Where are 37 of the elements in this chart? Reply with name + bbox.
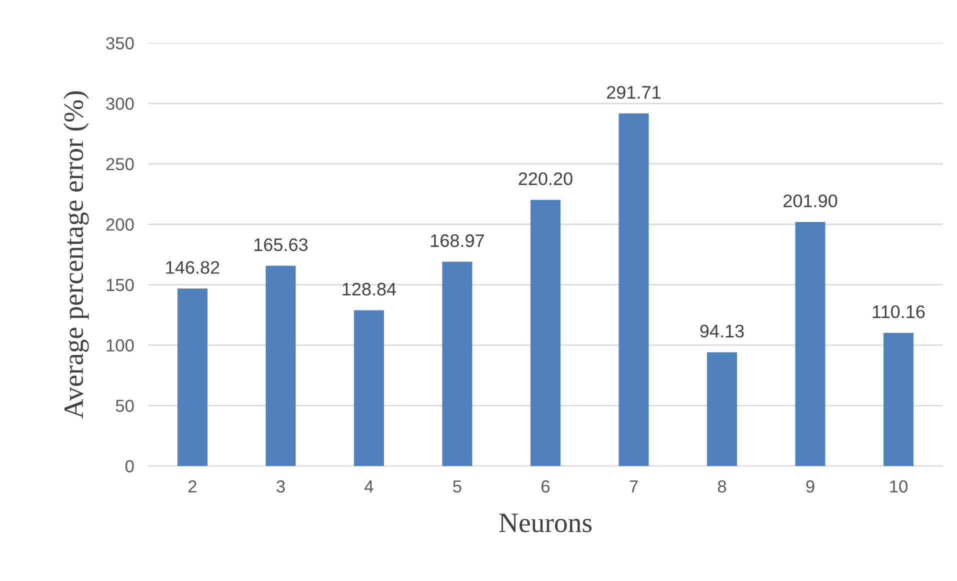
x-tick-label: 4	[364, 480, 374, 492]
y-tick-label: 200	[106, 218, 134, 231]
x-tick-label: 2	[188, 480, 196, 492]
bar	[354, 310, 384, 466]
y-axis-title: Average percentage error (%)	[64, 91, 89, 419]
data-label: 220.20	[518, 172, 572, 186]
y-tick-label: 50	[116, 400, 134, 412]
x-tick-label: 5	[453, 480, 462, 493]
x-tick-label: 3	[276, 480, 285, 493]
data-label: 110.16	[872, 305, 925, 318]
y-tick-label: 250	[106, 158, 134, 170]
bar	[530, 200, 560, 466]
data-label: 128.84	[342, 282, 396, 296]
data-label: 146.82	[166, 261, 220, 274]
bar	[177, 288, 208, 466]
bar	[266, 266, 296, 466]
x-tick-label: 7	[630, 480, 638, 492]
x-tick-label: 9	[806, 480, 814, 493]
x-tick-label: 8	[718, 480, 726, 493]
bar	[707, 352, 738, 466]
y-tick-label: 300	[106, 98, 134, 110]
data-label: 168.97	[431, 234, 484, 248]
y-tick-label: 0	[125, 460, 134, 472]
x-axis-title: Neurons	[499, 514, 592, 532]
data-label: 291.71	[607, 86, 660, 99]
x-tick-label: 6	[542, 480, 550, 493]
y-tick-label: 350	[106, 37, 134, 50]
data-label: 94.13	[700, 324, 744, 338]
data-label: 201.90	[784, 194, 838, 208]
x-tick-label: 10	[890, 480, 908, 493]
bar	[442, 262, 472, 466]
y-tick-label: 100	[106, 339, 134, 352]
bar	[884, 332, 914, 466]
data-label: 165.63	[254, 238, 308, 252]
y-tick-label: 150	[106, 278, 134, 292]
bar	[618, 113, 649, 466]
bar	[795, 222, 826, 466]
